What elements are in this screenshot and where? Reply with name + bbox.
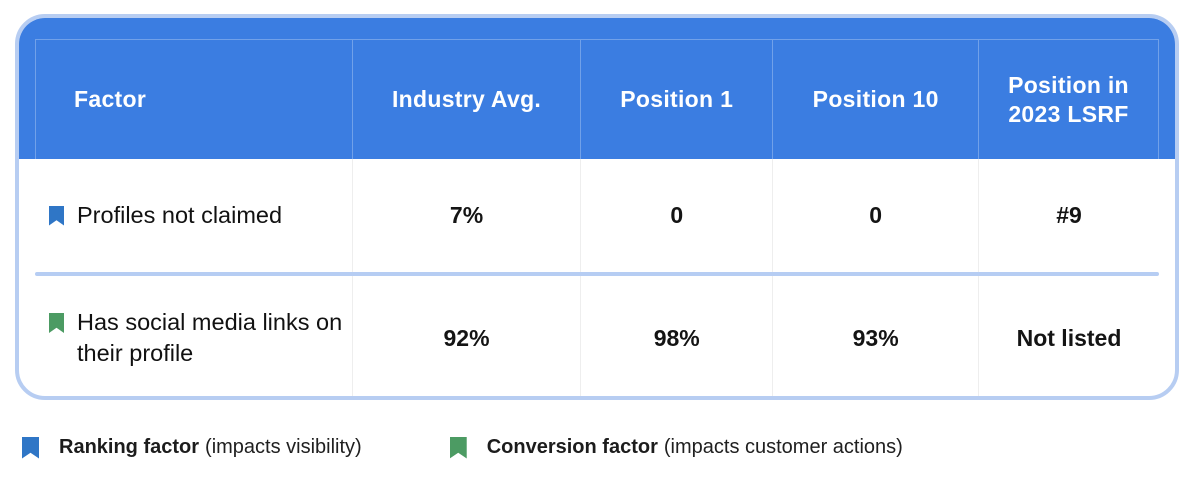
factors-table-card: Factor Industry Avg. Position 1 Position…: [15, 14, 1179, 400]
column-header-label: Position in 2023 LSRF: [1008, 72, 1129, 127]
value-cell: 0: [772, 159, 978, 272]
conversion-factor-bookmark-icon: [449, 436, 467, 459]
factor-label: Profiles not claimed: [77, 201, 283, 228]
value-cell: #9: [978, 159, 1159, 272]
column-header-position-1: Position 1: [580, 39, 773, 159]
value-cell: Not listed: [978, 276, 1159, 396]
table-row: Has social media links on their profile …: [19, 276, 1175, 396]
row-divider: [35, 272, 1159, 276]
legend-text: Ranking factor (impacts visibility): [59, 436, 362, 459]
value-cell: 7%: [351, 159, 580, 272]
column-header-label: Position 10: [812, 86, 939, 113]
column-header-factor: Factor: [35, 39, 352, 159]
legend: Ranking factor (impacts visibility) Conve…: [22, 436, 903, 459]
factor-cell: Profiles not claimed: [35, 159, 352, 272]
legend-description: (impacts customer actions): [663, 436, 903, 458]
legend-item-conversion-factor: Conversion factor (impacts customer actio…: [449, 436, 903, 459]
column-header-label: Industry Avg.: [391, 86, 542, 113]
factor-cell: Has social media links on their profile: [35, 276, 352, 396]
value-cell: 93%: [772, 276, 978, 396]
value-cell: 98%: [580, 276, 772, 396]
legend-description: (impacts visibility): [205, 436, 362, 458]
legend-label: Ranking factor: [59, 436, 200, 458]
legend-text: Conversion factor (impacts customer actio…: [487, 436, 903, 459]
value-cell: 0: [580, 159, 772, 272]
value-cell: 92%: [351, 276, 580, 396]
column-header-label: Position 1: [620, 86, 734, 113]
ranking-factor-bookmark-icon: [49, 205, 64, 226]
table-row: Profiles not claimed 7% 0 0 #9: [19, 159, 1175, 272]
factor-label: Has social media links on their profile: [77, 308, 343, 366]
column-header-label: Factor: [74, 86, 147, 113]
conversion-factor-bookmark-icon: [49, 313, 64, 333]
column-header-industry-avg: Industry Avg.: [351, 39, 581, 159]
column-header-position-2023-lsrf: Position in 2023 LSRF: [978, 39, 1159, 159]
legend-item-ranking-factor: Ranking factor (impacts visibility): [22, 436, 362, 459]
column-header-position-10: Position 10: [772, 39, 979, 159]
table-header-row: Factor Industry Avg. Position 1 Position…: [19, 18, 1175, 159]
legend-label: Conversion factor: [486, 436, 658, 458]
ranking-factor-bookmark-icon: [22, 436, 39, 459]
